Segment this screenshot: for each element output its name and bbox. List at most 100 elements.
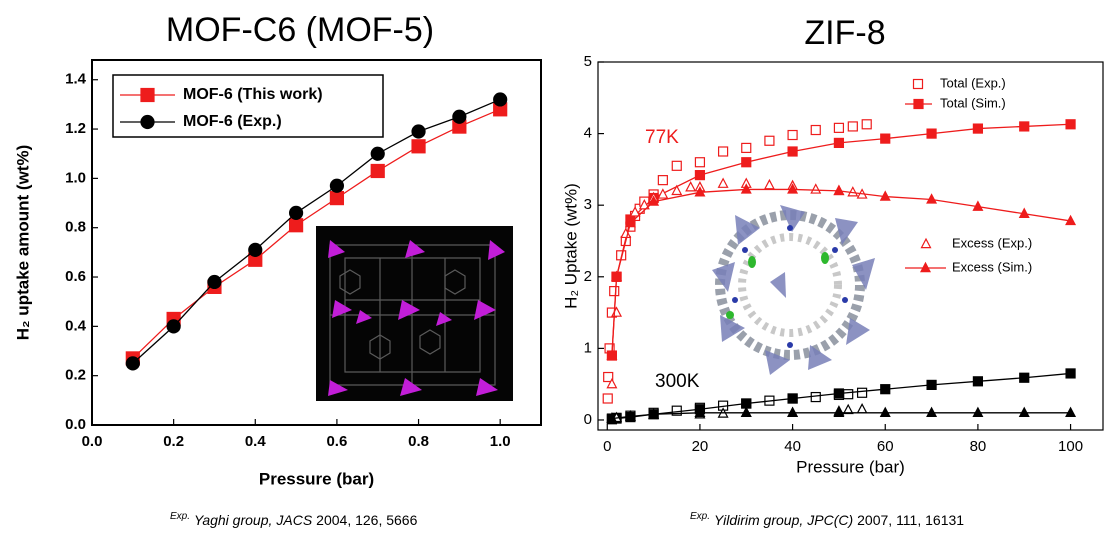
y-tick-label: 3 <box>584 196 592 213</box>
caption: Exp. Yaghi group,JACS2004, 126, 5666 <box>170 511 418 528</box>
marker-triangle <box>686 182 695 191</box>
marker-square <box>742 143 751 152</box>
marker-square <box>834 123 843 132</box>
zif-inset-image <box>712 205 875 375</box>
caption-note: Exp. <box>690 511 710 522</box>
marker-circle <box>249 243 262 256</box>
y-tick-label: 0.2 <box>65 367 86 384</box>
marker-triangle <box>973 408 982 417</box>
caption-journal: JACS <box>275 512 312 528</box>
marker-circle <box>412 125 425 138</box>
x-tick-label: 0 <box>603 438 611 455</box>
x-tick-label: 20 <box>692 438 709 455</box>
marker-square <box>811 393 820 402</box>
y-tick-label: 1.2 <box>65 120 86 137</box>
marker-square <box>973 124 982 133</box>
marker-triangle <box>658 190 667 199</box>
y-tick-label: 0.4 <box>65 317 87 334</box>
series <box>607 388 866 423</box>
marker-square <box>973 377 982 386</box>
y-tick-label: 1 <box>584 339 592 356</box>
marker-square <box>788 131 797 140</box>
y-tick-label: 0 <box>584 411 592 428</box>
marker-square <box>844 390 853 399</box>
marker-circle <box>371 147 384 160</box>
marker-circle <box>494 93 507 106</box>
legend-label: Total (Exp.) <box>940 75 1006 90</box>
figure: MOF-C6 (MOF-5)0.00.20.40.60.81.00.00.20.… <box>0 0 1106 534</box>
marker-square <box>858 388 867 397</box>
chart-title: ZIF-8 <box>804 14 885 52</box>
legend-marker <box>141 116 154 129</box>
x-tick-label: 80 <box>970 438 987 455</box>
marker-square <box>927 129 936 138</box>
y-tick-label: 2 <box>584 268 592 285</box>
x-tick-label: 0.6 <box>326 433 347 450</box>
marker-square <box>603 394 612 403</box>
marker-square <box>1066 369 1075 378</box>
marker-triangle <box>1020 408 1029 417</box>
x-tick-label: 40 <box>784 438 801 455</box>
legend-label: MOF-6 (This work) <box>183 86 323 103</box>
marker-square <box>1020 373 1029 382</box>
marker-square <box>788 147 797 156</box>
caption-ref: 2004, 126, 5666 <box>316 512 417 528</box>
marker-circle <box>126 357 139 370</box>
legend-marker <box>914 100 923 109</box>
marker-square <box>672 161 681 170</box>
caption-source: Yildirim group, <box>714 512 803 528</box>
marker-triangle <box>765 180 774 189</box>
y-tick-label: 1.0 <box>65 169 86 186</box>
caption-note: Exp. <box>170 511 190 522</box>
marker-square <box>862 120 871 129</box>
caption-journal: JPC(C) <box>806 512 853 528</box>
x-tick-label: 60 <box>877 438 894 455</box>
caption: Exp.Yildirim group,JPC(C)2007, 111, 1613… <box>690 511 964 528</box>
marker-square <box>811 126 820 135</box>
marker-circle <box>453 110 466 123</box>
y-tick-label: 0.6 <box>65 268 86 285</box>
marker-square <box>412 140 425 153</box>
marker-square <box>658 176 667 185</box>
legend-marker <box>914 80 923 89</box>
legend-marker <box>922 239 931 248</box>
chart-title: MOF-C6 (MOF-5) <box>166 11 434 49</box>
legend-label: Excess (Exp.) <box>952 235 1032 250</box>
marker-square <box>927 380 936 389</box>
marker-triangle <box>788 408 797 417</box>
series <box>603 120 871 403</box>
caption-source: Yaghi group, <box>194 512 272 528</box>
marker-triangle <box>811 184 820 193</box>
legend-label: MOF-6 (Exp.) <box>183 113 282 130</box>
y-tick-label: 5 <box>584 53 592 70</box>
series <box>607 179 866 388</box>
marker-square <box>788 394 797 403</box>
legend-marker <box>921 263 930 272</box>
marker-circle <box>208 275 221 288</box>
marker-square <box>330 192 343 205</box>
marker-triangle <box>927 408 936 417</box>
x-axis-label: Pressure (bar) <box>259 469 374 488</box>
marker-triangle <box>858 404 867 413</box>
x-tick-label: 1.0 <box>490 433 511 450</box>
x-tick-label: 100 <box>1058 438 1083 455</box>
y-tick-label: 0.8 <box>65 219 86 236</box>
annotation: 300K <box>655 371 700 392</box>
marker-square <box>834 138 843 147</box>
marker-triangle <box>881 408 890 417</box>
marker-square <box>695 158 704 167</box>
marker-square <box>742 158 751 167</box>
marker-triangle <box>742 408 751 417</box>
y-tick-label: 1.4 <box>65 71 87 88</box>
marker-square <box>719 147 728 156</box>
marker-square <box>371 164 384 177</box>
legend-marker <box>141 89 154 102</box>
marker-triangle <box>1066 408 1075 417</box>
y-tick-label: 4 <box>584 125 592 142</box>
y-axis-label: H₂ uptake amount (wt%) <box>13 145 32 341</box>
mof-inset-image <box>316 226 513 401</box>
marker-circle <box>167 320 180 333</box>
marker-circle <box>290 206 303 219</box>
marker-square <box>765 136 774 145</box>
legend-label: Total (Sim.) <box>940 95 1006 110</box>
